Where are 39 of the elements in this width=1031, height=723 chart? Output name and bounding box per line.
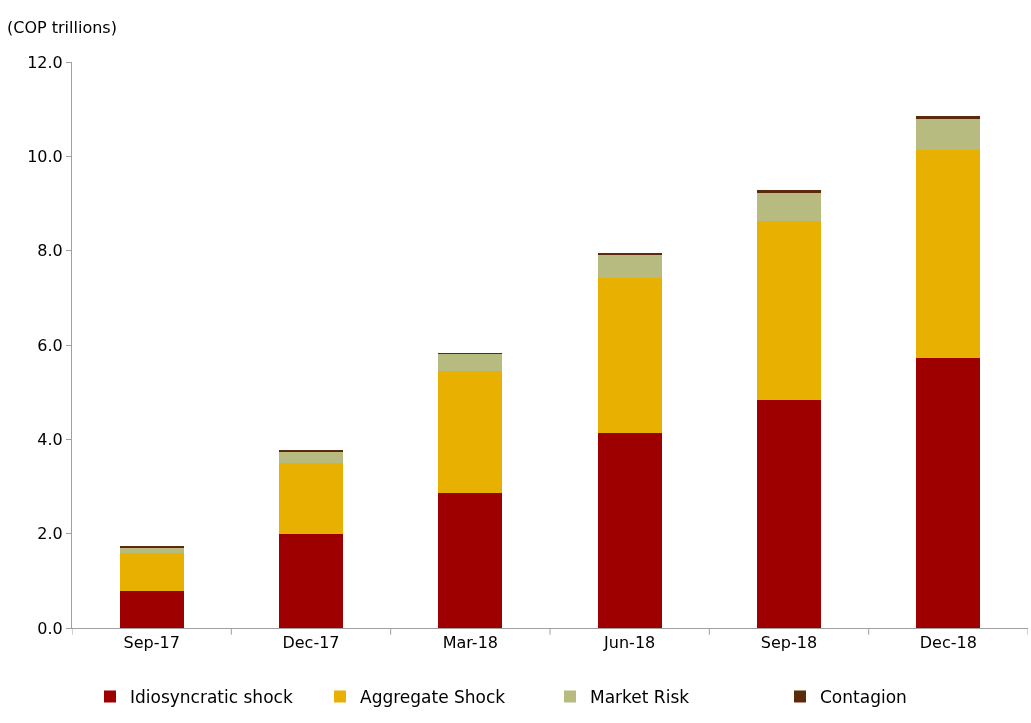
bar xyxy=(438,370,503,494)
legend-label: Aggregate Shock xyxy=(360,687,506,708)
x-tick-label: Sep-18 xyxy=(760,633,818,653)
bar xyxy=(438,353,503,371)
y-tick-label: 8.0 xyxy=(37,241,63,261)
bar xyxy=(916,115,981,119)
bar xyxy=(757,190,821,193)
bar xyxy=(119,552,184,592)
bar xyxy=(279,533,343,628)
x-tick-label: Jun-18 xyxy=(603,633,656,653)
bar xyxy=(119,591,184,628)
bar xyxy=(438,493,503,628)
bar xyxy=(597,433,662,628)
y-tick-label: 10.0 xyxy=(27,146,63,166)
bar xyxy=(279,451,343,463)
bar xyxy=(119,545,184,548)
bar xyxy=(916,357,981,628)
y-tick-label: 0.0 xyxy=(37,618,63,638)
bar xyxy=(279,462,343,534)
x-tick-label: Sep-17 xyxy=(123,633,180,653)
y-tick-label: 12.0 xyxy=(27,52,63,72)
legend-label: Contagion xyxy=(820,687,907,708)
x-tick-label: Mar-18 xyxy=(442,633,498,653)
bar xyxy=(916,150,981,358)
y-tick-label: 2.0 xyxy=(37,524,63,544)
legend-label: Idiosyncratic shock xyxy=(130,687,293,708)
bar xyxy=(597,254,662,278)
bar xyxy=(597,277,662,434)
y-tick-label: 6.0 xyxy=(37,335,63,355)
bar xyxy=(119,547,184,553)
y-tick-label: 4.0 xyxy=(37,429,63,449)
bar xyxy=(757,399,821,628)
x-tick-label: Dec-17 xyxy=(282,633,340,653)
bar xyxy=(757,192,821,221)
y-axis-title: (COP trillions) xyxy=(7,18,117,37)
legend-label: Market Risk xyxy=(590,687,690,708)
bar xyxy=(757,220,821,400)
x-tick-label: Dec-18 xyxy=(919,633,977,653)
bar xyxy=(916,118,981,151)
